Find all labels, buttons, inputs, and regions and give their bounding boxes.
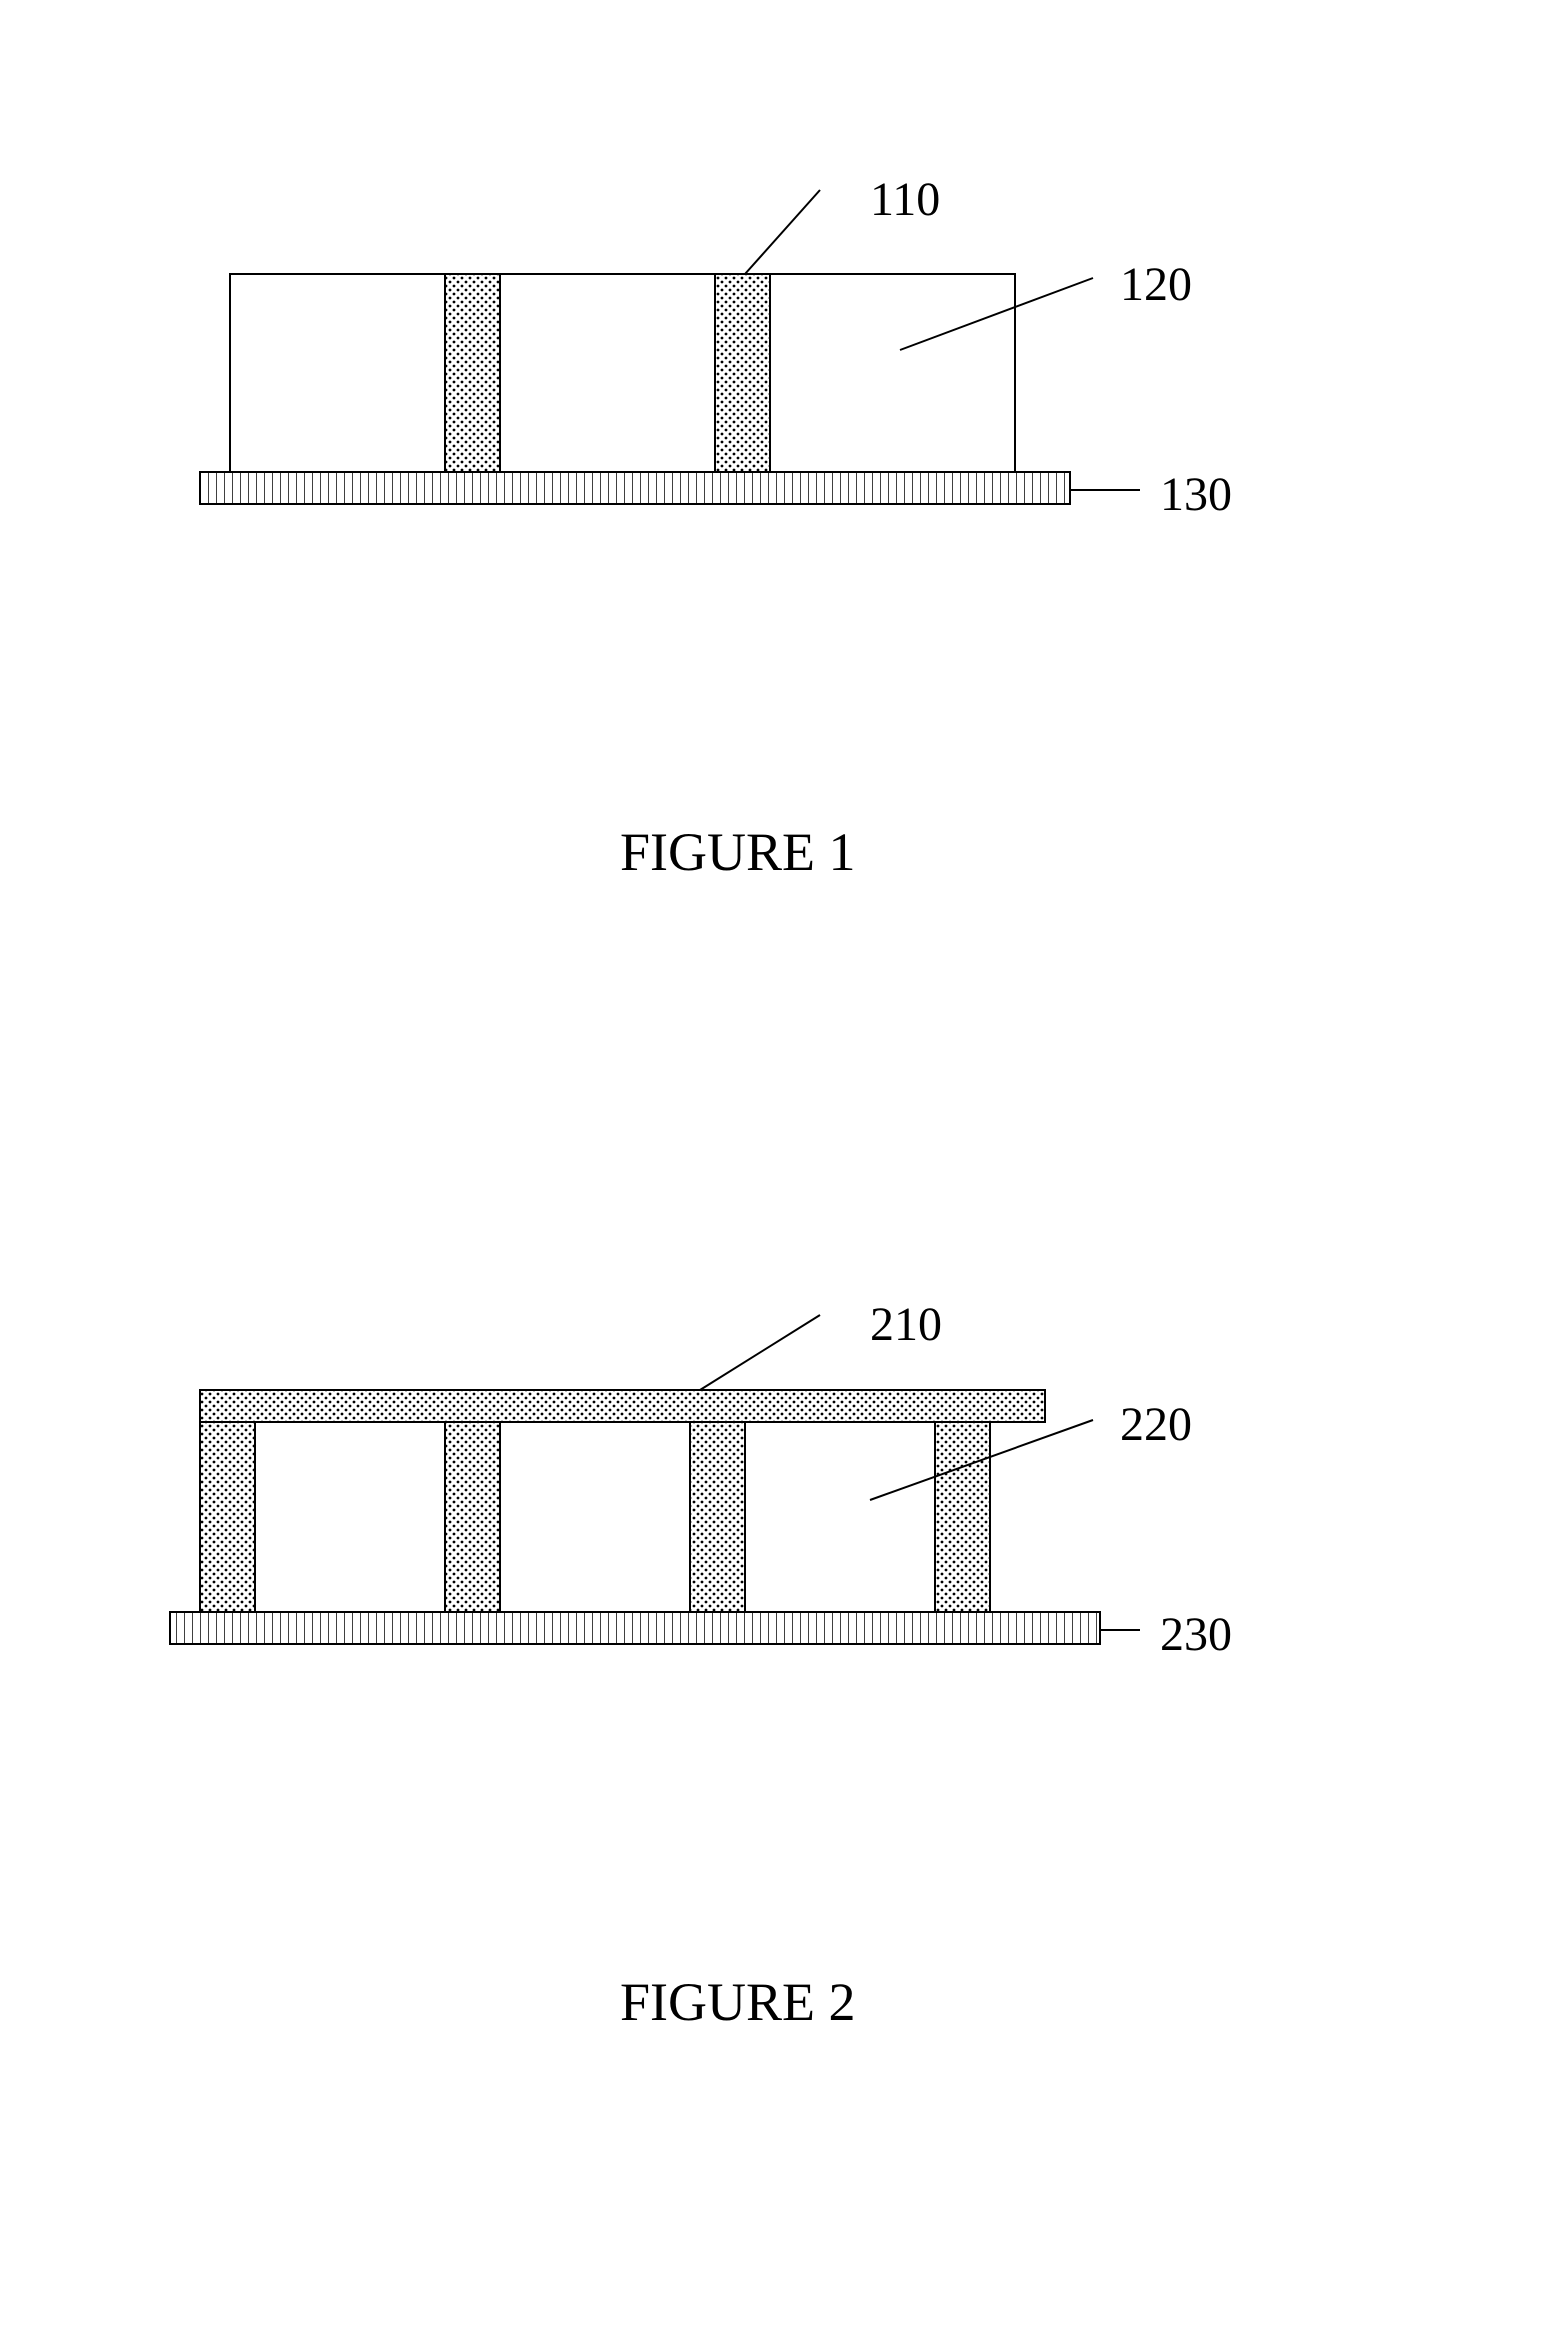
fig2-substrate	[170, 1612, 1100, 1644]
fig2-label-a: 210	[870, 1298, 942, 1351]
fig1-pillar-0	[445, 274, 500, 472]
fig2-leader-a	[700, 1315, 820, 1390]
fig2-cavity-0	[255, 1422, 445, 1612]
figure-2: 210 220 230 FIGURE 2	[170, 1298, 1232, 2032]
fig2-topbar	[200, 1390, 1045, 1422]
fig1-block-0	[230, 274, 445, 472]
fig2-pillar-3	[935, 1422, 990, 1612]
fig1-label-b: 120	[1120, 258, 1192, 311]
fig1-leader-a	[745, 190, 820, 274]
fig1-block-1	[500, 274, 715, 472]
fig2-pillar-0	[200, 1422, 255, 1612]
fig2-pillar-2	[690, 1422, 745, 1612]
fig1-substrate	[200, 472, 1070, 504]
fig2-cavity-2	[745, 1422, 935, 1612]
fig1-label-c: 130	[1160, 468, 1232, 521]
fig1-label-a: 110	[870, 173, 940, 226]
fig1-caption: FIGURE 1	[620, 822, 856, 882]
fig2-cavity-1	[500, 1422, 690, 1612]
fig2-label-b: 220	[1120, 1398, 1192, 1451]
fig2-label-c: 230	[1160, 1608, 1232, 1661]
fig1-block-2	[770, 274, 1015, 472]
fig1-pillar-1	[715, 274, 770, 472]
fig2-pillar-1	[445, 1422, 500, 1612]
fig2-caption: FIGURE 2	[620, 1972, 856, 2032]
figure-1: 110 120 130 FIGURE 1	[200, 173, 1232, 882]
